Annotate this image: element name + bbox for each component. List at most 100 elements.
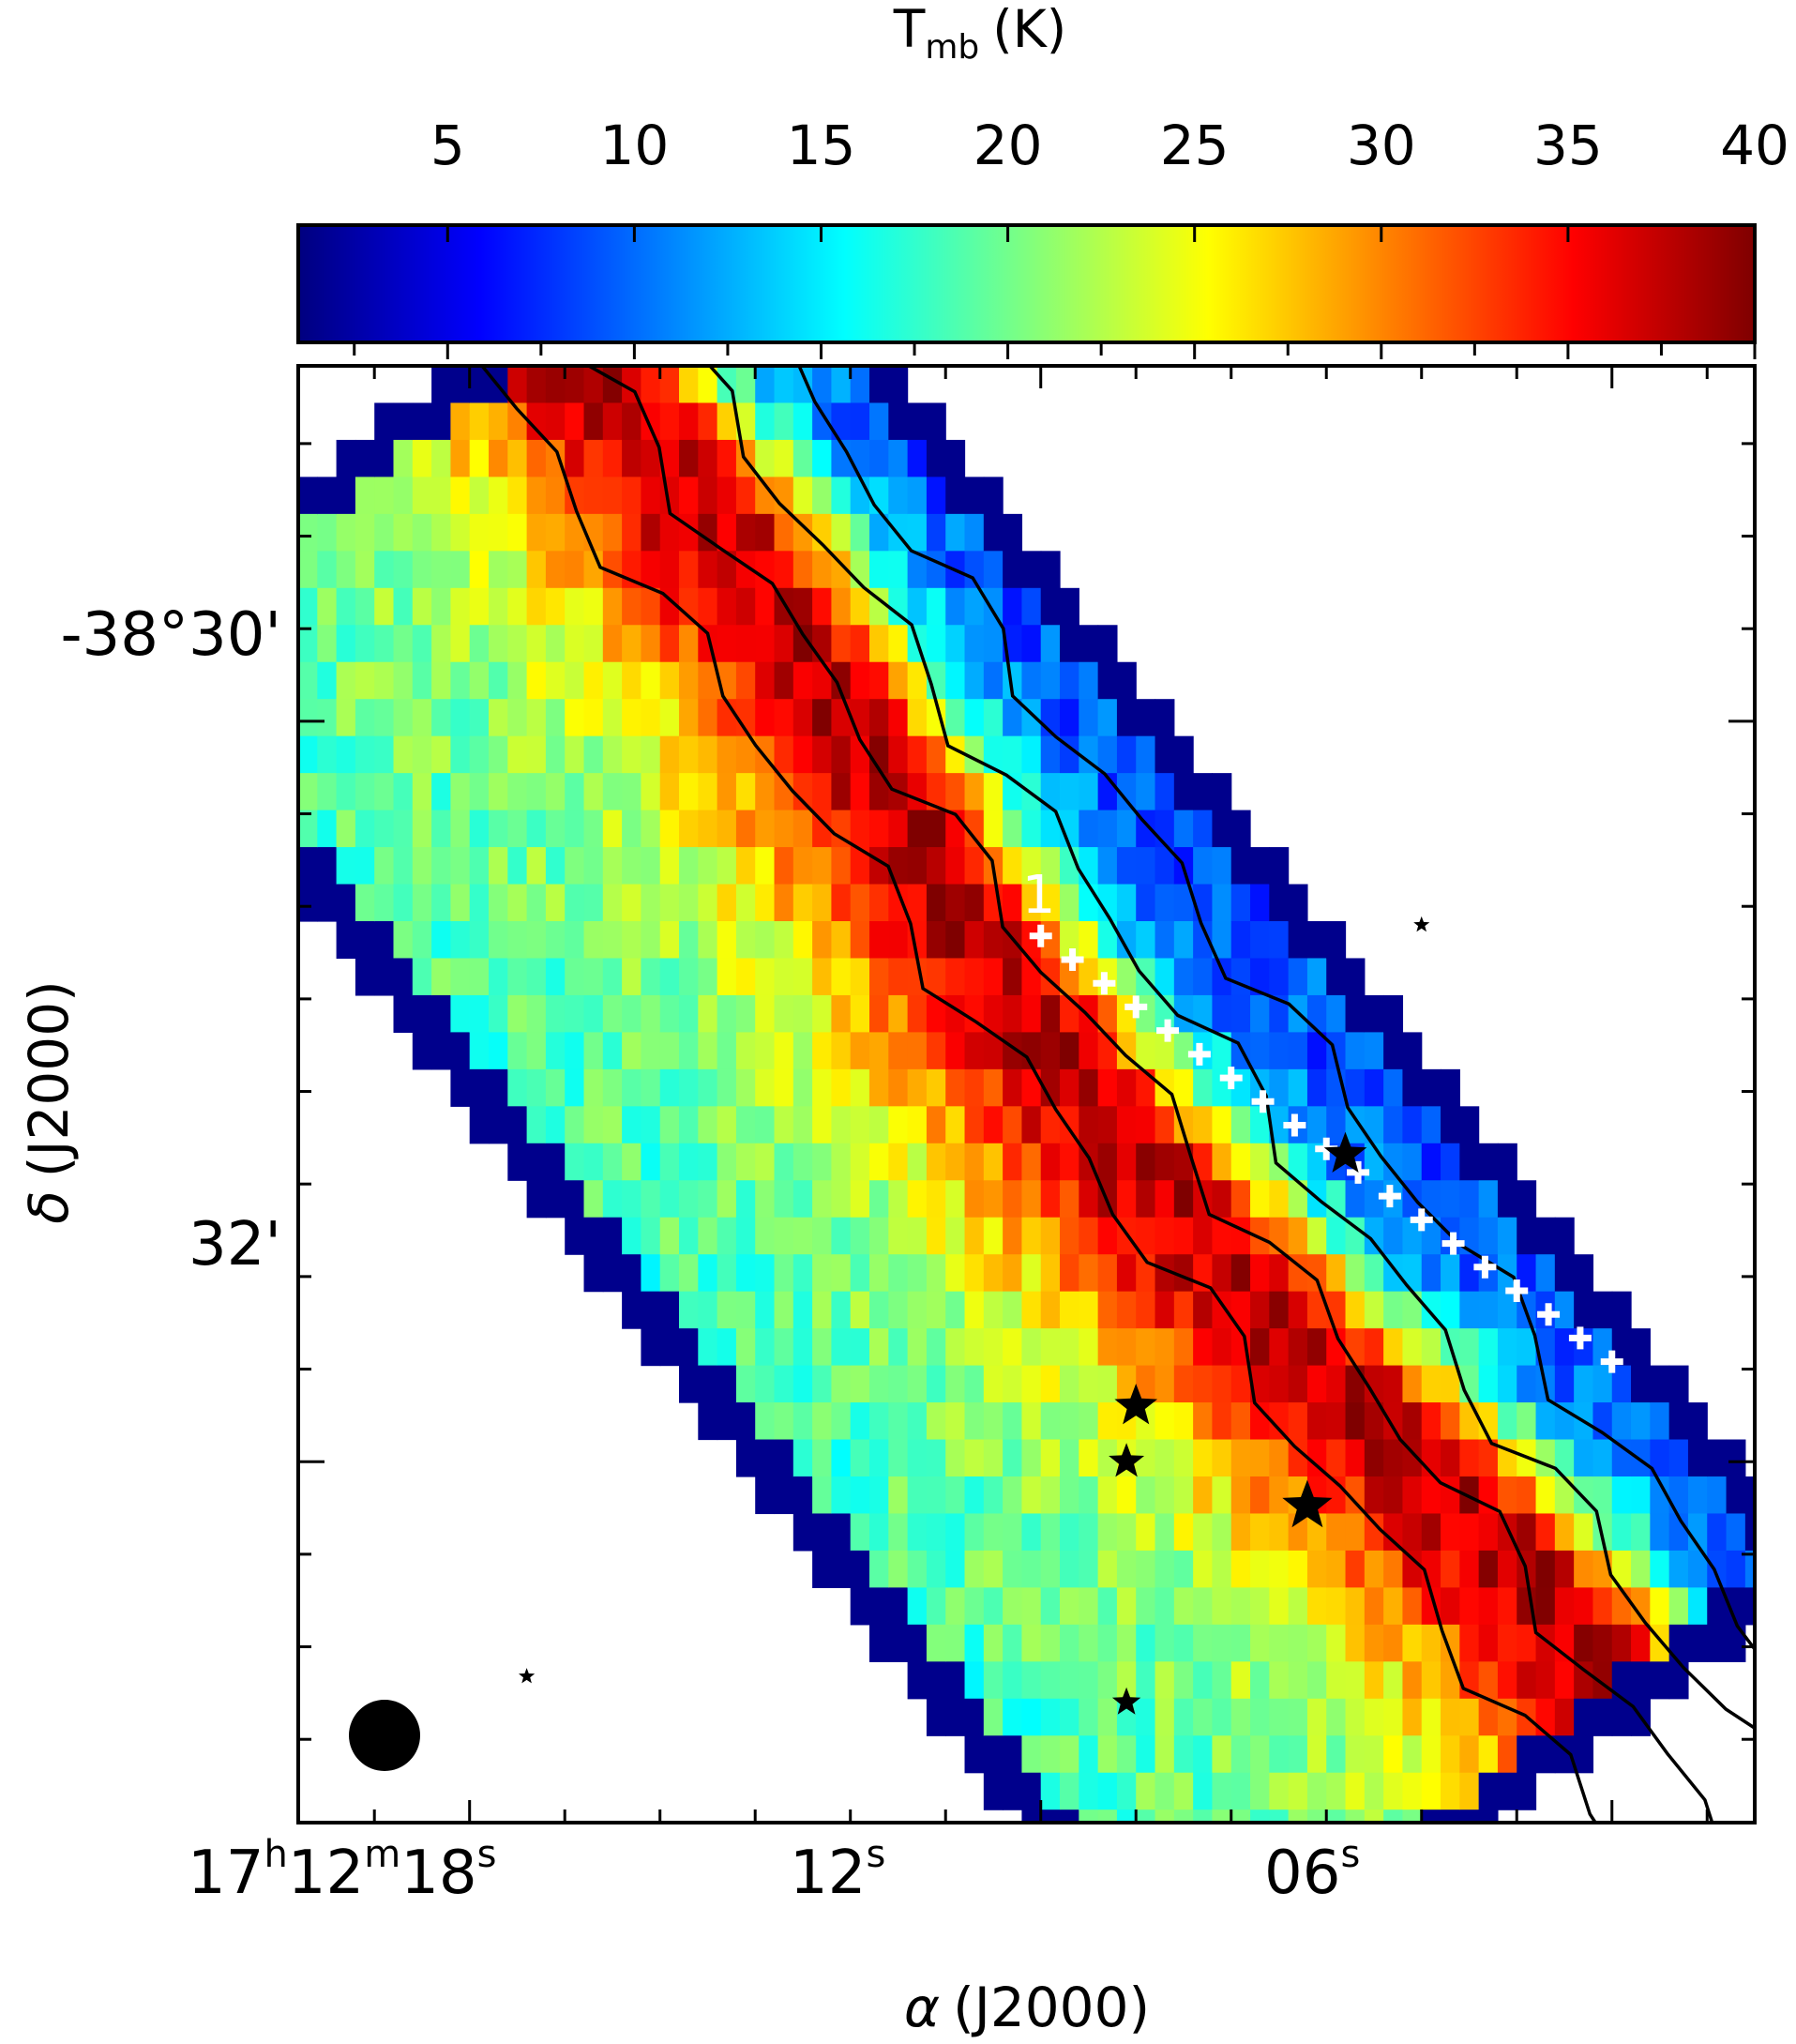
map-pixel xyxy=(412,587,432,626)
map-pixel xyxy=(602,402,623,441)
map-pixel xyxy=(755,1217,776,1255)
map-pixel xyxy=(1250,1735,1270,1774)
map-pixel xyxy=(526,625,547,663)
map-pixel xyxy=(1326,1735,1347,1774)
map-pixel xyxy=(1650,1476,1670,1515)
map-pixel xyxy=(412,402,432,441)
map-pixel xyxy=(983,1068,1004,1107)
map-pixel xyxy=(1097,1587,1118,1626)
map-pixel xyxy=(812,477,833,515)
map-pixel xyxy=(1250,1032,1270,1070)
map-pixel xyxy=(1230,1254,1251,1293)
map-pixel xyxy=(774,1106,794,1144)
map-pixel xyxy=(1497,1587,1517,1626)
map-pixel xyxy=(1306,1254,1327,1293)
map-pixel xyxy=(850,810,870,848)
map-pixel xyxy=(698,810,718,848)
map-pixel xyxy=(431,1032,452,1070)
map-pixel xyxy=(755,513,776,552)
map-pixel xyxy=(1650,1587,1670,1626)
map-pixel xyxy=(926,810,946,848)
map-pixel xyxy=(907,884,928,922)
map-pixel xyxy=(298,735,318,774)
map-pixel xyxy=(1250,1217,1270,1255)
map-pixel xyxy=(792,1291,813,1329)
map-pixel xyxy=(869,439,889,477)
map-pixel xyxy=(1269,1254,1290,1293)
map-pixel xyxy=(583,587,604,626)
map-pixel xyxy=(1212,1550,1232,1588)
map-pixel xyxy=(735,1365,756,1403)
map-pixel xyxy=(1060,1772,1079,1810)
map-pixel xyxy=(735,513,756,552)
map-pixel xyxy=(1554,1291,1575,1329)
map-pixel xyxy=(1060,1513,1079,1552)
map-pixel xyxy=(431,847,452,886)
map-pixel xyxy=(792,366,813,404)
map-pixel xyxy=(1003,1180,1023,1219)
map-pixel xyxy=(1497,1180,1517,1219)
map-pixel xyxy=(1288,1068,1308,1107)
map-pixel xyxy=(1193,1217,1214,1255)
map-pixel xyxy=(336,551,356,589)
map-pixel xyxy=(812,847,833,886)
map-pixel xyxy=(507,810,528,848)
map-pixel xyxy=(507,513,528,552)
map-pixel xyxy=(1212,773,1232,811)
map-pixel xyxy=(1040,1032,1061,1070)
star-marker xyxy=(519,1668,536,1684)
map-pixel xyxy=(1364,1624,1384,1662)
map-pixel xyxy=(412,958,432,996)
map-pixel xyxy=(1136,1661,1156,1700)
map-pixel xyxy=(1554,1439,1575,1477)
map-pixel xyxy=(831,1476,852,1515)
map-pixel xyxy=(412,847,432,886)
map-pixel xyxy=(374,661,395,700)
map-pixel xyxy=(565,847,585,886)
map-pixel xyxy=(774,920,794,960)
map-pixel xyxy=(1459,1439,1480,1477)
map-pixel xyxy=(1650,1365,1670,1403)
map-pixel xyxy=(869,366,889,404)
map-pixel xyxy=(565,439,585,477)
map-pixel xyxy=(888,625,909,663)
map-pixel xyxy=(850,625,870,663)
map-pixel xyxy=(1021,1439,1042,1477)
map-pixel xyxy=(735,958,756,996)
map-pixel xyxy=(1364,1068,1384,1107)
map-pixel xyxy=(792,1439,813,1477)
map-pixel xyxy=(1079,1698,1099,1736)
map-pixel xyxy=(622,994,642,1033)
map-pixel xyxy=(1021,1068,1042,1107)
map-pixel xyxy=(1402,1809,1423,1823)
map-pixel xyxy=(1212,1106,1232,1144)
map-pixel xyxy=(583,847,604,886)
map-pixel xyxy=(926,625,946,663)
map-pixel xyxy=(1021,735,1042,774)
map-pixel xyxy=(431,810,452,848)
map-pixel xyxy=(565,994,585,1033)
map-pixel xyxy=(1021,1698,1042,1736)
map-pixel xyxy=(412,810,432,848)
map-pixel xyxy=(1193,1291,1214,1329)
map-pixel xyxy=(1060,773,1079,811)
map-pixel xyxy=(1726,1513,1746,1552)
map-pixel xyxy=(888,994,909,1033)
map-pixel xyxy=(926,513,946,552)
map-pixel xyxy=(964,884,985,922)
map-pixel xyxy=(659,513,680,552)
map-pixel xyxy=(355,920,375,960)
map-pixel xyxy=(1668,1439,1689,1477)
map-pixel xyxy=(1497,1550,1517,1588)
map-pixel xyxy=(622,735,642,774)
map-pixel xyxy=(792,773,813,811)
map-pixel xyxy=(679,1365,699,1403)
map-pixel xyxy=(1193,1661,1214,1700)
map-pixel xyxy=(1306,1809,1327,1823)
map-pixel xyxy=(1650,1439,1670,1477)
map-pixel xyxy=(812,1402,833,1441)
map-pixel xyxy=(1003,1068,1023,1107)
map-pixel xyxy=(1478,1550,1499,1588)
map-pixel xyxy=(526,513,547,552)
map-pixel xyxy=(869,1254,889,1293)
